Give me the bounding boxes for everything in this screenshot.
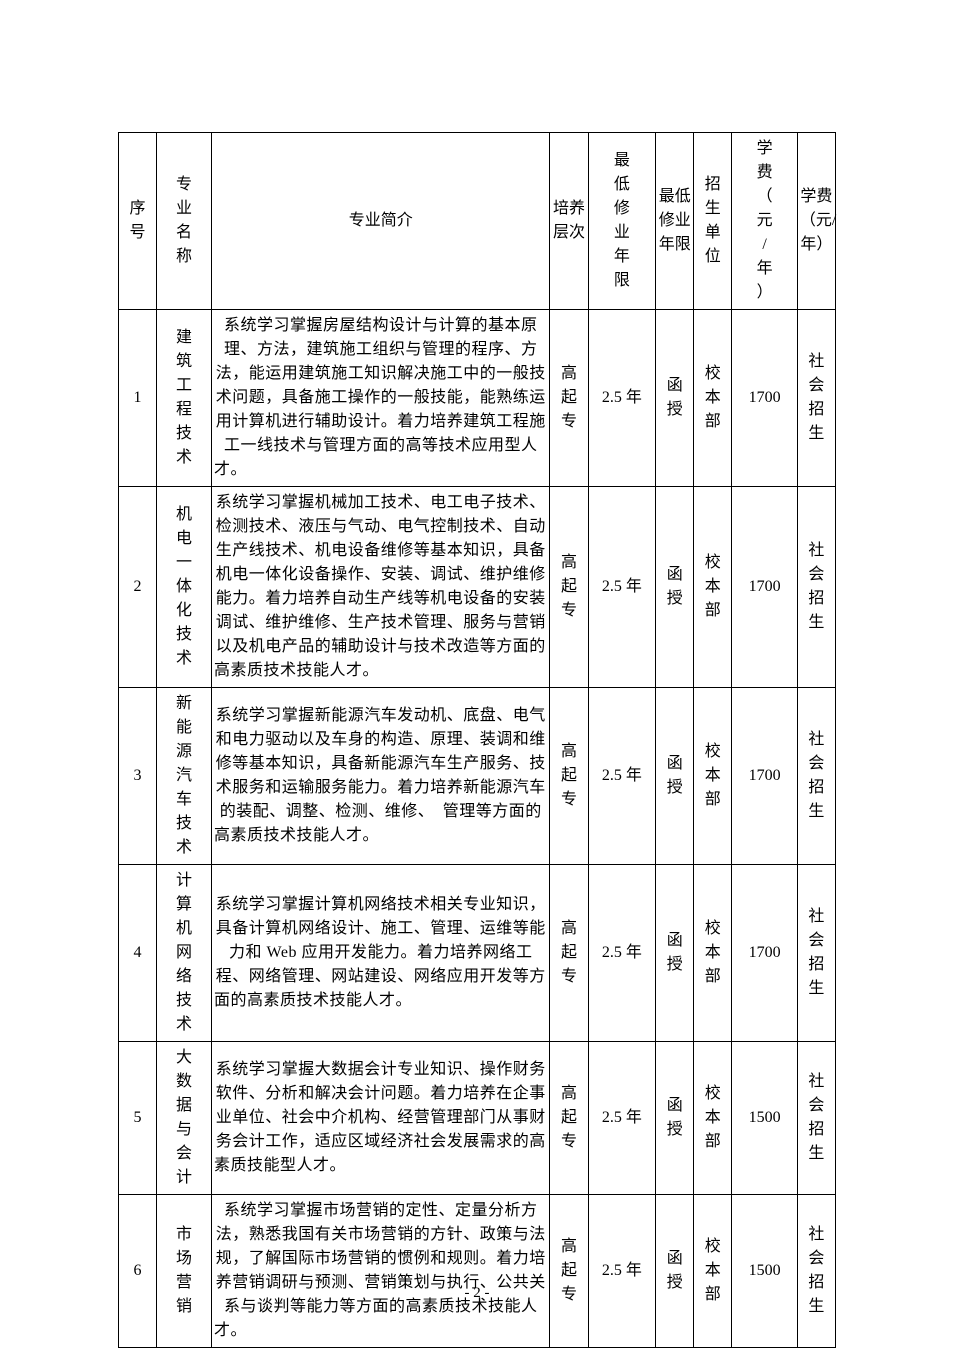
cell-years: 2.5 年 — [588, 487, 656, 688]
cell-name: 计算机网络技术 — [157, 865, 212, 1042]
col-mode: 最低修业年限 — [656, 133, 694, 310]
cell-num: 2 — [119, 487, 157, 688]
cell-fee: 1700 — [732, 865, 798, 1042]
col-desc: 专业简介 — [212, 133, 550, 310]
table-header-row: 序号 专业名称 专业简介 培养层次 最低修业年限 最低修业年限 招生单位 学费（… — [119, 133, 836, 310]
cell-desc: 系统学习掌握房屋结构设计与计算的基本原理、方法，建筑施工组织与管理的程序、方法，… — [212, 310, 550, 487]
table-row: 5大数据与会计系统学习掌握大数据会计专业知识、操作财务软件、分析和解决会计问题。… — [119, 1042, 836, 1195]
cell-num: 6 — [119, 1195, 157, 1348]
cell-fee: 1700 — [732, 688, 798, 865]
page-number: - 2 - — [0, 1285, 954, 1302]
page: 序号 专业名称 专业简介 培养层次 最低修业年限 最低修业年限 招生单位 学费（… — [0, 0, 954, 1348]
cell-name: 建筑工程技术 — [157, 310, 212, 487]
table-row: 3新能源汽车技术系统学习掌握新能源汽车发动机、底盘、电气和电力驱动以及车身的构造… — [119, 688, 836, 865]
cell-level: 高起专 — [550, 487, 588, 688]
cell-mode: 函授 — [656, 310, 694, 487]
cell-years: 2.5 年 — [588, 688, 656, 865]
table-row: 1建筑工程技术系统学习掌握房屋结构设计与计算的基本原理、方法，建筑施工组织与管理… — [119, 310, 836, 487]
cell-level: 高起专 — [550, 1195, 588, 1348]
col-years: 最低修业年限 — [588, 133, 656, 310]
cell-years: 2.5 年 — [588, 865, 656, 1042]
cell-note: 社会招生 — [797, 310, 835, 487]
cell-fee: 1700 — [732, 310, 798, 487]
cell-name: 大数据与会计 — [157, 1042, 212, 1195]
cell-note: 社会招生 — [797, 1195, 835, 1348]
col-name: 专业名称 — [157, 133, 212, 310]
cell-num: 3 — [119, 688, 157, 865]
cell-years: 2.5 年 — [588, 1195, 656, 1348]
cell-note: 社会招生 — [797, 688, 835, 865]
cell-mode: 函授 — [656, 688, 694, 865]
cell-desc: 系统学习掌握新能源汽车发动机、底盘、电气和电力驱动以及车身的构造、原理、装调和维… — [212, 688, 550, 865]
table-body: 1建筑工程技术系统学习掌握房屋结构设计与计算的基本原理、方法，建筑施工组织与管理… — [119, 310, 836, 1348]
cell-mode: 函授 — [656, 865, 694, 1042]
table-row: 2机电一体化技术系统学习掌握机械加工技术、电工电子技术、检测技术、液压与气动、电… — [119, 487, 836, 688]
cell-unit: 校本部 — [694, 865, 732, 1042]
cell-desc: 系统学习掌握大数据会计专业知识、操作财务软件、分析和解决会计问题。着力培养在企事… — [212, 1042, 550, 1195]
col-level: 培养层次 — [550, 133, 588, 310]
cell-level: 高起专 — [550, 688, 588, 865]
cell-desc: 系统学习掌握市场营销的定性、定量分析方法，熟悉我国有关市场营销的方针、政策与法规… — [212, 1195, 550, 1348]
cell-mode: 函授 — [656, 487, 694, 688]
cell-note: 社会招生 — [797, 865, 835, 1042]
cell-unit: 校本部 — [694, 1195, 732, 1348]
cell-note: 社会招生 — [797, 1042, 835, 1195]
col-unit: 招生单位 — [694, 133, 732, 310]
cell-fee: 1500 — [732, 1195, 798, 1348]
cell-mode: 函授 — [656, 1042, 694, 1195]
cell-name: 机电一体化技术 — [157, 487, 212, 688]
cell-fee: 1700 — [732, 487, 798, 688]
majors-table: 序号 专业名称 专业简介 培养层次 最低修业年限 最低修业年限 招生单位 学费（… — [118, 132, 836, 1348]
cell-level: 高起专 — [550, 310, 588, 487]
cell-name: 市场营销 — [157, 1195, 212, 1348]
cell-num: 5 — [119, 1042, 157, 1195]
cell-desc: 系统学习掌握计算机网络技术相关专业知识，具备计算机网络设计、施工、管理、运维等能… — [212, 865, 550, 1042]
col-note: 学费（元/年） — [797, 133, 835, 310]
cell-unit: 校本部 — [694, 310, 732, 487]
cell-mode: 函授 — [656, 1195, 694, 1348]
col-fee: 学费（元/年） — [732, 133, 798, 310]
cell-years: 2.5 年 — [588, 310, 656, 487]
col-num: 序号 — [119, 133, 157, 310]
cell-years: 2.5 年 — [588, 1042, 656, 1195]
cell-num: 4 — [119, 865, 157, 1042]
cell-name: 新能源汽车技术 — [157, 688, 212, 865]
cell-fee: 1500 — [732, 1042, 798, 1195]
cell-unit: 校本部 — [694, 688, 732, 865]
cell-note: 社会招生 — [797, 487, 835, 688]
cell-level: 高起专 — [550, 865, 588, 1042]
cell-unit: 校本部 — [694, 1042, 732, 1195]
cell-num: 1 — [119, 310, 157, 487]
table-row: 6市场营销系统学习掌握市场营销的定性、定量分析方法，熟悉我国有关市场营销的方针、… — [119, 1195, 836, 1348]
cell-level: 高起专 — [550, 1042, 588, 1195]
cell-desc: 系统学习掌握机械加工技术、电工电子技术、检测技术、液压与气动、电气控制技术、自动… — [212, 487, 550, 688]
cell-unit: 校本部 — [694, 487, 732, 688]
table-row: 4计算机网络技术系统学习掌握计算机网络技术相关专业知识，具备计算机网络设计、施工… — [119, 865, 836, 1042]
